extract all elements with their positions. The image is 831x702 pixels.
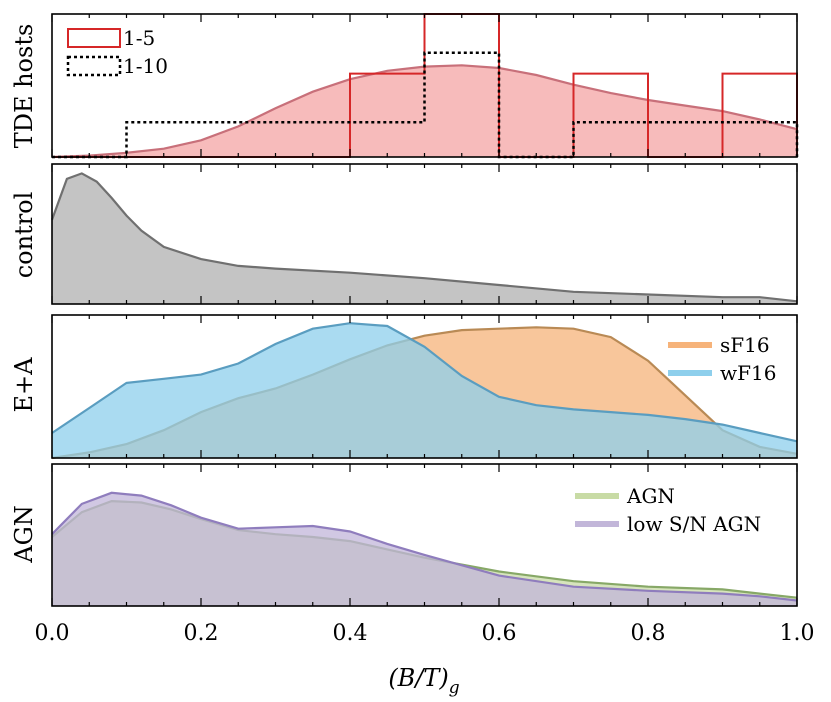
legend-label-1-5: 1-5 [123, 26, 155, 50]
panel-1: control [10, 163, 798, 305]
kde-line-control [50, 172, 798, 303]
x-axis-label: (B/T)g [388, 664, 459, 698]
x-tick-label-2: 0.4 [333, 621, 368, 646]
y-axis-label-3: AGN [10, 505, 38, 564]
kde-line-wf16 [51, 322, 798, 443]
y-axis-label-1: control [10, 192, 38, 279]
y-axis-label-0: TDE hosts [10, 24, 38, 149]
x-tick-label-4: 0.8 [631, 621, 666, 646]
kde-area-tde-hosts-kde [52, 65, 797, 157]
x-tick-label-0: 0.0 [35, 621, 70, 646]
histogram-1-10 [52, 51, 799, 159]
y-axis-label-2: E+A [10, 357, 38, 413]
legend-swatch-1-10 [66, 55, 122, 77]
legend-label-low-s-n-agn: low S/N AGN [627, 512, 761, 536]
x-axis-label-sub: g [449, 678, 460, 698]
kde-area-wf16 [52, 323, 797, 458]
x-tick-label-1: 0.2 [184, 621, 219, 646]
panels-group: TDE hosts 1-51-10controlE+AsF16wF16AGNAGN… [10, 13, 799, 607]
x-axis: 0.0 0.2 0.4 0.6 0.8 1.0 (B/T)g [35, 621, 815, 698]
kde-area-control [52, 173, 797, 304]
x-tick-label-3: 0.6 [482, 621, 517, 646]
panel-2: E+A sF16 wF16 [10, 314, 798, 460]
legend-label-wf16: wF16 [720, 361, 776, 385]
legend-label-1-10: 1-10 [123, 54, 168, 78]
panel-3: AGN AGN low S/N AGN [10, 463, 798, 607]
kde-area-low-s-n-agn [52, 492, 797, 606]
x-axis-label-main: (B/T) [388, 664, 448, 692]
x-tick-label-5: 1.0 [780, 621, 815, 646]
kde-line-low-s-n-agn [51, 491, 798, 602]
panel-0: TDE hosts 1-5 1-10 [10, 13, 799, 159]
legend-swatch-1-5 [67, 28, 121, 48]
legend-label-agn: AGN [626, 484, 675, 508]
legend-label-sf16: sF16 [720, 333, 770, 357]
